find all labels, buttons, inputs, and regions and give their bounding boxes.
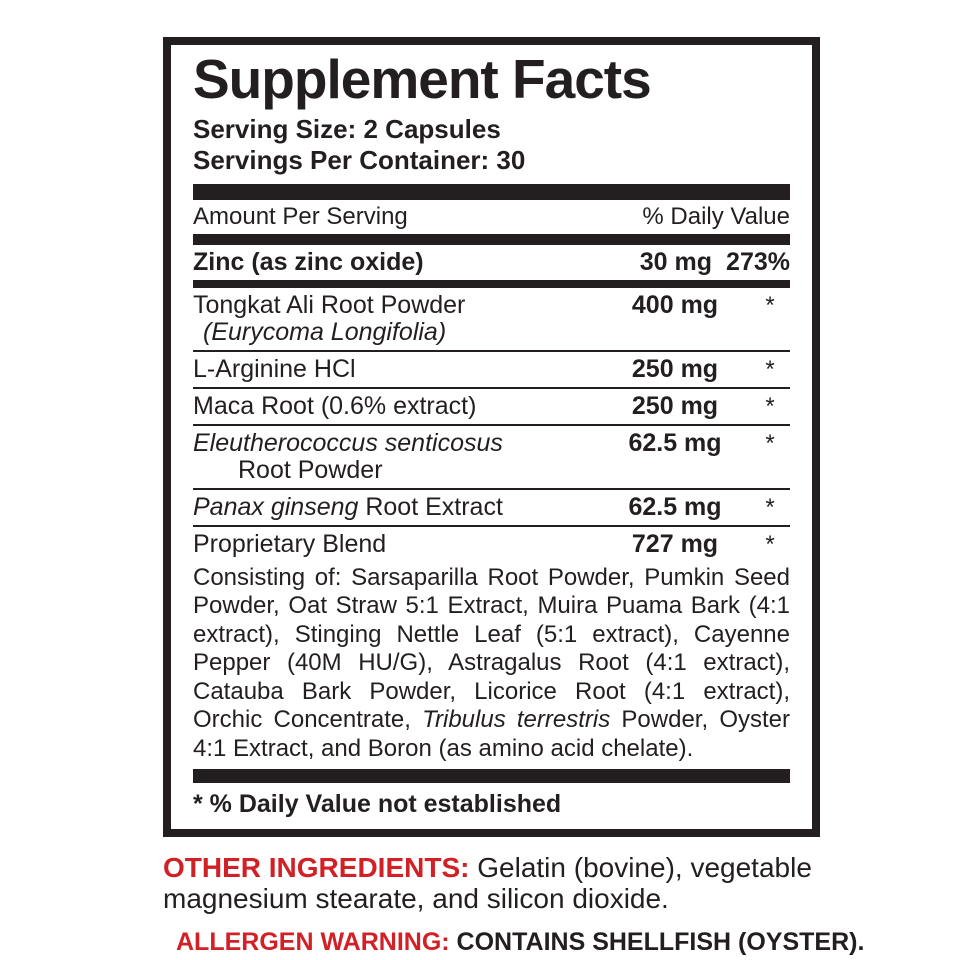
column-header-row: Amount Per Serving % Daily Value	[193, 200, 790, 234]
nutrient-daily-value: *	[765, 429, 775, 457]
nutrient-amount: 62.5 mg	[628, 428, 722, 457]
nutrient-row-l-arginine: L-Arginine HCl 250 mg *	[193, 349, 790, 387]
divider-bar-header	[193, 233, 790, 245]
divider-bar-zinc	[193, 279, 790, 288]
proprietary-blend-description: Consisting of: Sarsaparilla Root Powder,…	[193, 564, 790, 764]
nutrient-name-main: Tongkat Ali Root Powder	[193, 290, 466, 319]
other-ingredients-label: OTHER INGREDIENTS:	[163, 852, 470, 884]
nutrient-amount: 250 mg	[631, 391, 719, 420]
nutrient-name-botanical: Panax ginseng	[193, 492, 359, 521]
nutrient-name: Tongkat Ali Root Powder (Eurycoma Longifo…	[193, 290, 600, 346]
allergen-warning-label: ALLERGEN WARNING:	[176, 928, 450, 957]
nutrient-daily-value: *	[765, 392, 775, 420]
nutrient-daily-value: *	[765, 355, 775, 383]
column-header-amount: Amount Per Serving	[193, 202, 408, 230]
nutrient-name-rest: Root Extract	[358, 492, 503, 521]
column-header-daily-value: % Daily Value	[642, 202, 790, 230]
blend-text-botanical: Tribulus terrestris	[422, 706, 611, 734]
nutrient-name: Proprietary Blend	[193, 529, 387, 558]
nutrient-name: Maca Root (0.6% extract)	[193, 391, 477, 420]
nutrient-name: L-Arginine HCl	[193, 354, 356, 383]
nutrient-row-panax-ginseng: Panax ginseng Root Extract 62.5 mg *	[193, 487, 790, 525]
nutrient-row-tongkat-ali: Tongkat Ali Root Powder (Eurycoma Longifo…	[193, 288, 790, 350]
divider-bar-top	[193, 183, 790, 200]
allergen-warning-section: ALLERGEN WARNING: CONTAINS SHELLFISH (OY…	[176, 928, 960, 956]
nutrient-name-botanical: Eleutherococcus senticosus	[193, 428, 503, 457]
nutrient-name-botanical: (Eurycoma Longifolia)	[203, 317, 447, 346]
nutrient-row-maca-root: Maca Root (0.6% extract) 250 mg *	[193, 386, 790, 424]
nutrient-row-proprietary-blend: Proprietary Blend 727 mg *	[193, 524, 790, 562]
nutrient-row-eleutherococcus: Eleutherococcus senticosus Root Powder 62…	[193, 423, 790, 488]
serving-size: Serving Size: 2 Capsules	[193, 113, 501, 144]
other-ingredients-text: Gelatin (bovine), vegetable magnesium st…	[163, 852, 812, 915]
divider-bar-footnote	[193, 769, 790, 784]
nutrient-daily-value: *	[765, 530, 775, 558]
supplement-facts-panel: Supplement Facts Serving Size: 2 Capsule…	[163, 37, 820, 838]
allergen-warning-text: CONTAINS SHELLFISH (OYSTER).	[449, 928, 865, 957]
nutrient-amount: 400 mg	[631, 290, 719, 319]
nutrient-amount: 62.5 mg	[628, 492, 722, 521]
servings-per-container: Servings Per Container: 30	[193, 144, 526, 175]
panel-title: Supplement Facts	[193, 48, 652, 110]
nutrient-name-sub: Root Powder	[238, 455, 383, 484]
nutrient-name: Eleutherococcus senticosus Root Powder	[193, 428, 600, 484]
nutrient-name: Zinc (as zinc oxide)	[193, 247, 424, 276]
nutrient-name: Panax ginseng Root Extract	[193, 492, 600, 521]
blend-text-start: Consisting of: Sarsaparilla Root Powder,…	[193, 563, 790, 734]
nutrient-amount: 250 mg	[631, 354, 719, 383]
daily-value-footnote: * % Daily Value not established	[193, 790, 562, 819]
nutrient-daily-value: *	[765, 493, 775, 521]
nutrient-amount: 727 mg	[631, 529, 719, 558]
blend-text-end: Powder, Oyster 4:1 Extract, and Boron (a…	[193, 706, 790, 762]
nutrient-daily-value: *	[765, 291, 775, 319]
other-ingredients-section: OTHER INGREDIENTS: Gelatin (bovine), veg…	[163, 852, 825, 914]
nutrient-amount: 30 mg	[639, 247, 713, 276]
nutrient-row-zinc: Zinc (as zinc oxide) 30 mg 273%	[193, 245, 790, 280]
nutrient-daily-value: 273%	[726, 247, 790, 276]
